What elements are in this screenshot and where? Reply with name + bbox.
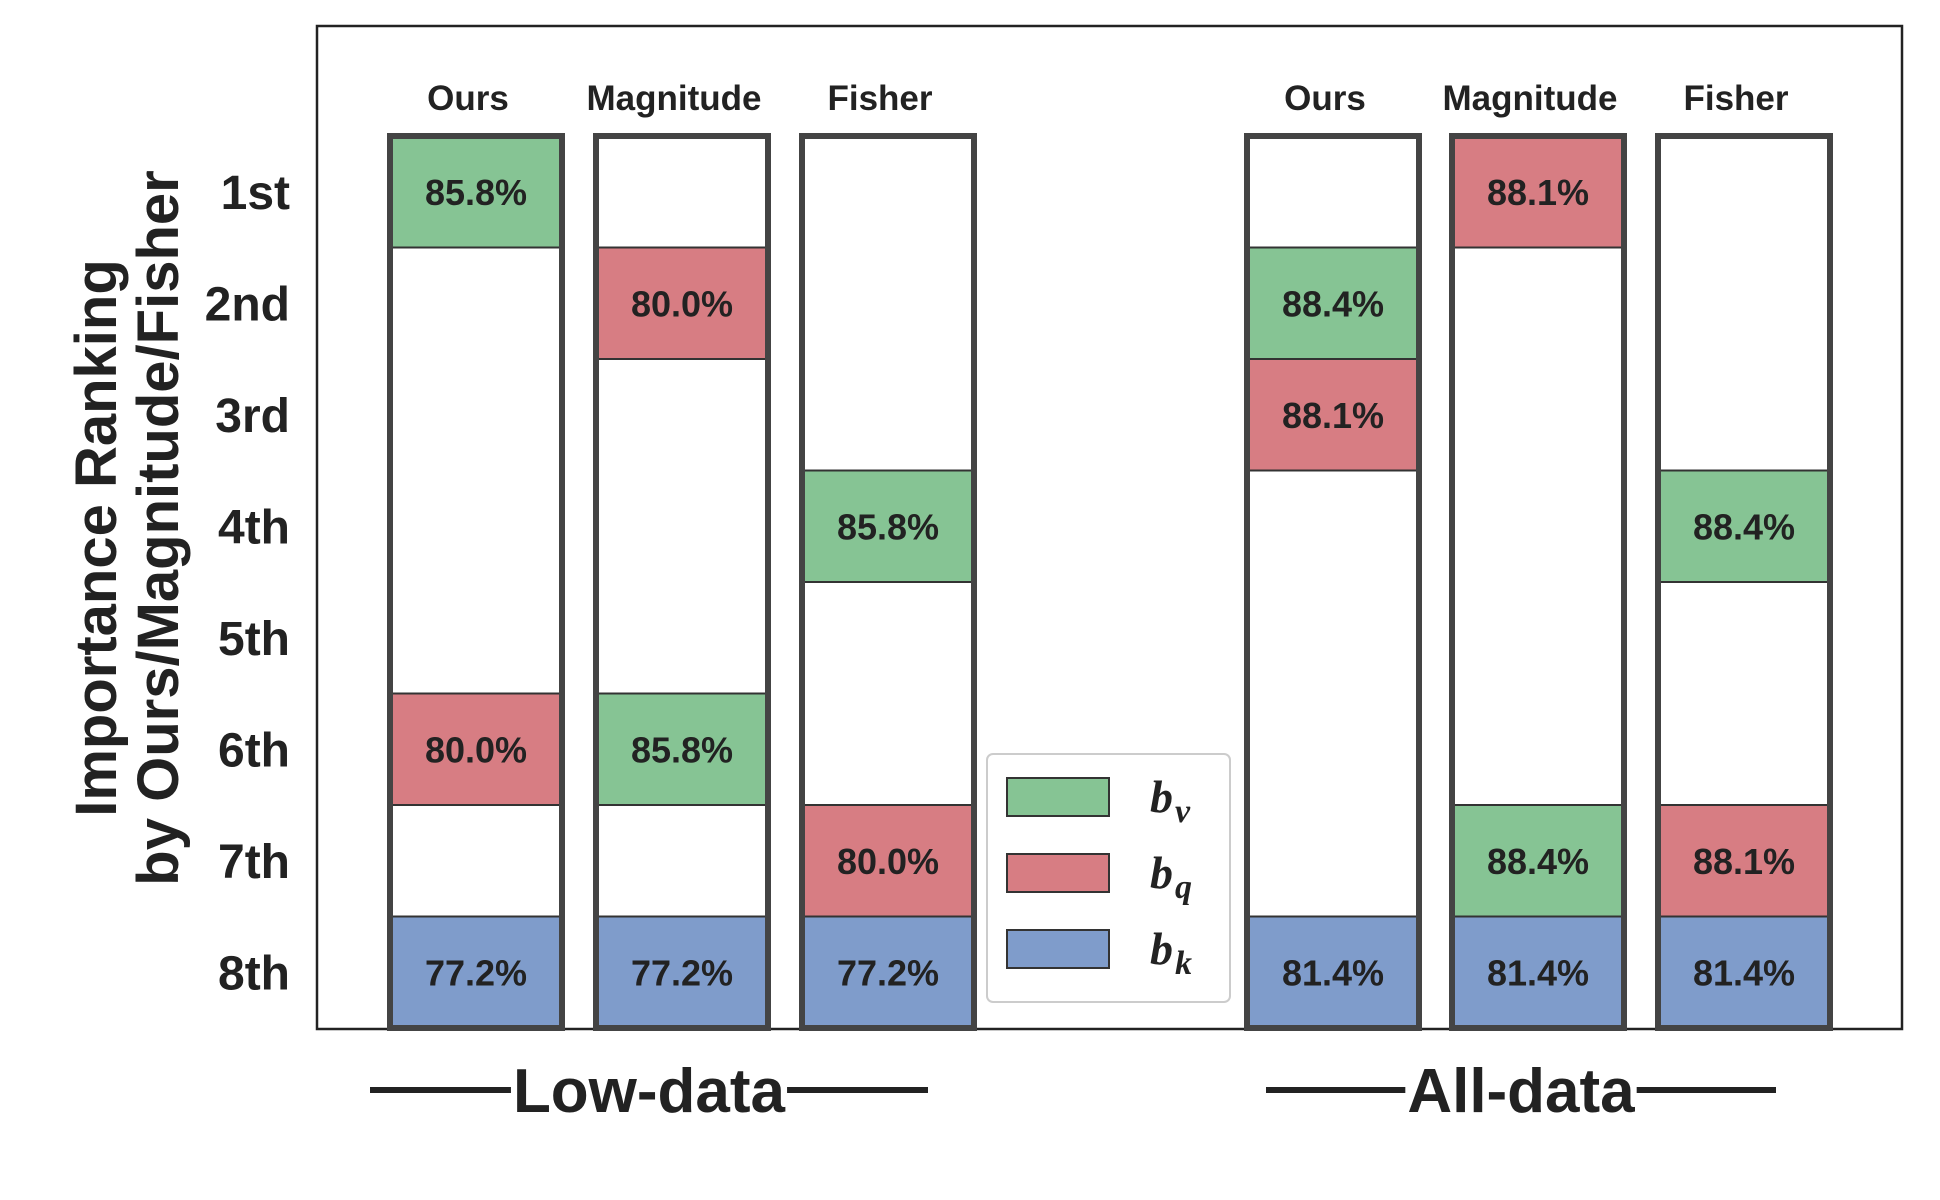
rank-tick-6th: 6th [218, 724, 290, 777]
ranking-columns: Ours 85.8% 80.0% 77.2% Magnitude 80.0% 85.8% 77… [387, 79, 1833, 1031]
cell-value-all-data-ours-bk: 81.4% [1282, 952, 1384, 993]
plot-frame [315, 24, 1904, 1031]
column-header-low-data-fisher: Fisher [827, 79, 932, 118]
cell-value-all-data-ours-bq: 88.1% [1282, 395, 1384, 436]
rank-tick-2nd: 2nd [205, 278, 290, 331]
column-outline-low-data-ours [387, 133, 565, 1031]
column-header-all-data-fisher: Fisher [1683, 79, 1788, 118]
rank-tick-5th: 5th [218, 613, 290, 666]
cell-value-all-data-fisher-bk: 81.4% [1693, 952, 1795, 993]
cell-value-low-data-magnitude-bv: 85.8% [631, 729, 733, 770]
column-header-low-data-magnitude: Magnitude [587, 79, 762, 118]
rank-tick-labels: 1st 2nd 3rd 4th 5th 6th 7th 8th [205, 167, 290, 1001]
column-outline-low-data-fisher [799, 133, 977, 1031]
cell-value-low-data-ours-bv: 85.8% [425, 172, 527, 213]
cell-value-all-data-fisher-bq: 88.1% [1693, 841, 1795, 882]
cell-value-low-data-magnitude-bk: 77.2% [631, 952, 733, 993]
group-label-all-data: All-data [1407, 1057, 1635, 1126]
cell-value-low-data-ours-bk: 77.2% [425, 952, 527, 993]
legend-swatch-bk [1006, 929, 1110, 969]
column-outline-low-data-magnitude [593, 133, 771, 1031]
cell-all-data-fisher-bq [1657, 804, 1831, 918]
cell-all-data-magnitude-bk [1451, 915, 1625, 1029]
cell-low-data-magnitude-bq [595, 246, 769, 360]
legend-subscript-bq: q [1175, 869, 1192, 906]
rank-tick-1st: 1st [221, 167, 290, 220]
cell-all-data-fisher-bk [1657, 915, 1831, 1029]
cell-value-all-data-ours-bv: 88.4% [1282, 283, 1384, 324]
column-header-all-data-magnitude: Magnitude [1443, 79, 1618, 118]
legend-label-bq: bq [1150, 847, 1192, 906]
cell-value-low-data-ours-bq: 80.0% [425, 729, 527, 770]
cell-low-data-ours-bq [389, 692, 563, 806]
cell-all-data-fisher-bv [1657, 469, 1831, 583]
cell-value-all-data-magnitude-bq: 88.1% [1487, 172, 1589, 213]
group-label-low-data: Low-data [513, 1057, 786, 1126]
cell-value-low-data-fisher-bq: 80.0% [837, 841, 939, 882]
cell-all-data-ours-bq [1246, 358, 1420, 472]
rank-tick-4th: 4th [218, 501, 290, 554]
cell-all-data-magnitude-bq [1451, 135, 1625, 249]
cell-value-all-data-magnitude-bv: 88.4% [1487, 841, 1589, 882]
y-axis-label-line2: by Ours/Magnitude/Fisher [126, 170, 191, 885]
cell-value-low-data-fisher-bv: 85.8% [837, 506, 939, 547]
legend-label-bk: bk [1150, 923, 1192, 982]
column-outline-all-data-ours [1244, 133, 1422, 1031]
legend-subscript-bk: k [1175, 945, 1192, 982]
legend-subscript-bv: v [1175, 793, 1191, 830]
cell-value-low-data-magnitude-bq: 80.0% [631, 283, 733, 324]
group-labels: Low-data All-data [370, 1057, 1776, 1126]
column-header-low-data-ours: Ours [427, 79, 509, 118]
cell-value-all-data-magnitude-bk: 81.4% [1487, 952, 1589, 993]
rank-tick-8th: 8th [218, 947, 290, 1000]
column-header-all-data-ours: Ours [1284, 79, 1366, 118]
rank-tick-7th: 7th [218, 836, 290, 889]
legend-swatch-bq [1006, 853, 1110, 893]
y-axis-label-line1: Importance Ranking [64, 259, 129, 817]
cell-low-data-magnitude-bk [595, 915, 769, 1029]
legend-swatch-bv [1006, 777, 1110, 817]
column-outline-all-data-magnitude [1449, 133, 1627, 1031]
rank-tick-3rd: 3rd [215, 390, 290, 443]
cell-value-all-data-fisher-bv: 88.4% [1693, 506, 1795, 547]
column-outline-all-data-fisher [1655, 133, 1833, 1031]
cell-value-low-data-fisher-bk: 77.2% [837, 952, 939, 993]
